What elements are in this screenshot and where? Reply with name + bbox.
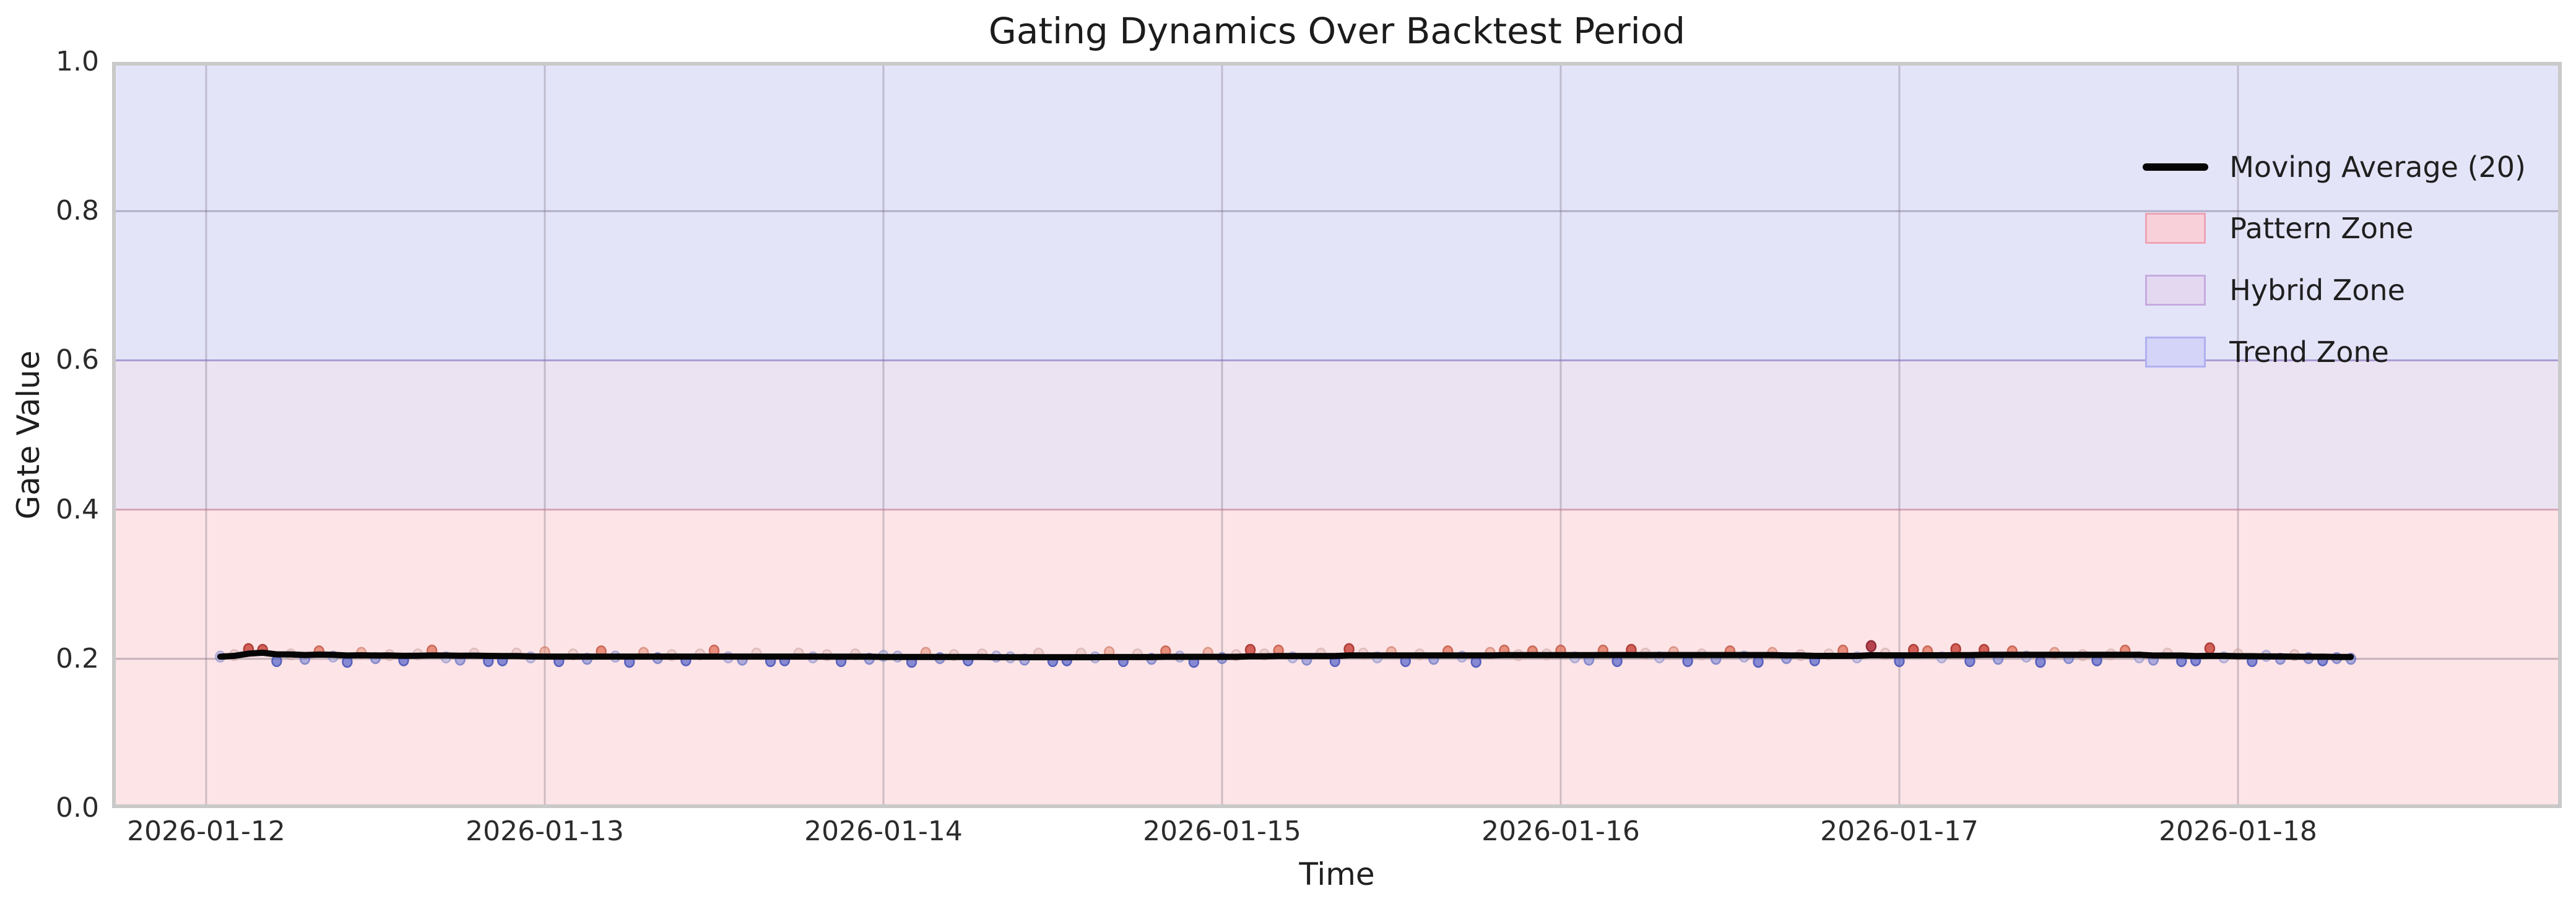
legend-label: Pattern Zone [2229,212,2414,246]
x-tick-label: 2026-01-13 [466,816,624,847]
zone-hybrid-zone [112,360,2562,510]
swatch-shape [2145,213,2206,244]
x-tick-label: 2026-01-18 [2159,816,2317,847]
y-tick-label: 0.6 [56,344,99,376]
legend-item-pattern-zone: Pattern Zone [2143,213,2526,244]
y-axis-label: Gate Value [11,350,46,520]
x-tick-label: 2026-01-12 [127,816,285,847]
x-tick-label: 2026-01-15 [1143,816,1301,847]
plot-area: Moving Average (20) Pattern Zone Hybrid Zo… [112,62,2562,808]
swatch-shape [2145,337,2206,368]
legend-line-swatch-icon [2143,163,2209,171]
moving-average-line [217,649,2354,661]
y-tick-label: 0.2 [56,642,99,674]
x-tick-label: 2026-01-14 [804,816,963,847]
legend-patch-swatch-icon [2143,213,2208,244]
chart-title: Gating Dynamics Over Backtest Period [988,10,1686,52]
plot-border [112,62,2562,808]
legend-label: Trend Zone [2229,335,2389,369]
legend-patch-swatch-icon [2143,275,2208,306]
y-tick-label: 0.8 [56,195,99,227]
y-tick-label: 1.0 [56,46,99,77]
x-axis-label: Time [1299,856,1375,892]
legend-label: Hybrid Zone [2229,273,2405,308]
legend: Moving Average (20) Pattern Zone Hybrid Zo… [2143,152,2526,368]
legend-item-moving-average-20-: Moving Average (20) [2143,152,2526,182]
scatter-point [2204,642,2216,655]
scatter-point [1753,655,1764,668]
x-tick-label: 2026-01-16 [1481,816,1640,847]
legend-item-trend-zone: Trend Zone [2143,337,2526,368]
swatch-shape [2145,275,2206,306]
scatter-point [2035,655,2046,668]
plot-canvas [112,62,2562,808]
legend-patch-swatch-icon [2143,337,2208,368]
scatter-point [1865,640,1877,653]
x-tick-label: 2026-01-17 [1820,816,1979,847]
legend-label: Moving Average (20) [2229,150,2526,184]
y-tick-label: 0.0 [56,792,99,824]
swatch-shape [2143,163,2209,171]
legend-item-hybrid-zone: Hybrid Zone [2143,275,2526,306]
y-tick-label: 0.4 [56,493,99,525]
